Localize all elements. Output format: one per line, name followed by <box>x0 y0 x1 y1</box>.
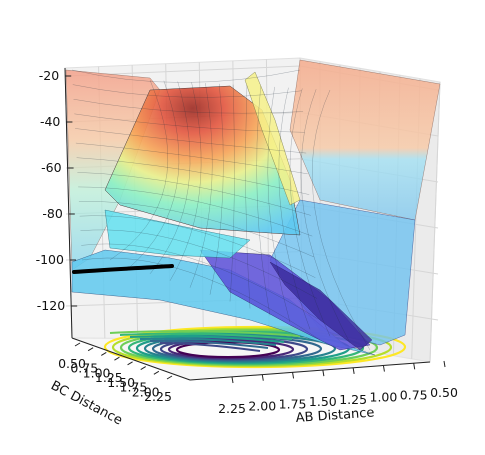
x-tick-mark <box>413 363 416 370</box>
z-tick-label: -120 <box>37 298 65 313</box>
x-tick-label: 1.75 <box>279 396 307 411</box>
floor-contours <box>103 325 407 369</box>
z-tick-label: -100 <box>36 252 64 267</box>
z-axis-ticks: -20 -40 -60 -80 -100 -120 <box>36 68 78 313</box>
floor-contour-ring <box>103 325 407 369</box>
x-tick-label: 2.25 <box>218 401 246 416</box>
axes <box>64 67 431 381</box>
y-tick-label: 1.25 <box>95 370 123 385</box>
floor-contour-line <box>139 337 277 346</box>
floor-contour-ring <box>111 327 393 367</box>
x-tick-label: 1.00 <box>370 390 398 405</box>
floor-contour-line <box>109 330 301 337</box>
y-tick-mark <box>114 356 120 361</box>
floor-contour-ring <box>175 341 281 359</box>
y-tick-label: 0.75 <box>70 361 98 376</box>
y-tick-mark <box>74 342 81 347</box>
floor-contour-line <box>119 332 293 340</box>
z-tick-label: -60 <box>41 160 61 175</box>
y-tick-mark <box>127 361 133 366</box>
y-tick-label: 0.50 <box>58 356 86 371</box>
x-tick-mark <box>322 370 325 377</box>
x-tick-mark <box>443 360 446 368</box>
x-tick-mark <box>261 374 264 381</box>
floor-contour-line <box>149 339 269 349</box>
y-tick-mark <box>140 366 146 371</box>
x-tick-label: 1.50 <box>309 394 337 409</box>
x-axis-ticks: 2.25 2.00 1.75 1.50 1.25 1.00 0.75 0.50 <box>218 360 458 416</box>
energy-surface <box>65 59 441 356</box>
y-tick-label: 1.50 <box>107 375 135 390</box>
z-tick-label: -20 <box>39 68 59 83</box>
y-axis-ticks: 0.500.751.001.251.501.752.002.25 <box>58 342 173 404</box>
x-tick-mark <box>352 367 355 374</box>
x-axis-label: AB Distance <box>295 406 375 426</box>
y-tick-mark <box>87 347 94 352</box>
x-tick-label: 0.50 <box>430 385 458 400</box>
y-tick-label: 1.00 <box>83 365 111 380</box>
x-tick-mark <box>382 365 385 372</box>
z-tick-label: -80 <box>42 206 62 221</box>
y-tick-label: 1.75 <box>120 380 148 395</box>
y-tick-mark <box>101 351 107 356</box>
z-tick-label: -40 <box>40 114 60 129</box>
floor-contour-line <box>159 342 261 352</box>
trajectory <box>72 264 174 274</box>
floor-contour-ring <box>119 329 379 366</box>
y-tick-mark <box>153 370 160 375</box>
y-tick-label: 2.00 <box>132 384 160 399</box>
x-tick-mark <box>231 376 234 384</box>
floor-contour-ring <box>151 336 323 362</box>
x-tick-mark <box>292 372 295 379</box>
x-tick-label: 0.75 <box>400 387 428 402</box>
floor-contour-line <box>129 335 285 343</box>
y-tick-label: 2.25 <box>144 389 172 404</box>
y-tick-mark <box>166 375 173 380</box>
x-tick-label: 1.25 <box>339 392 367 407</box>
x-tick-label: 2.00 <box>248 399 276 414</box>
